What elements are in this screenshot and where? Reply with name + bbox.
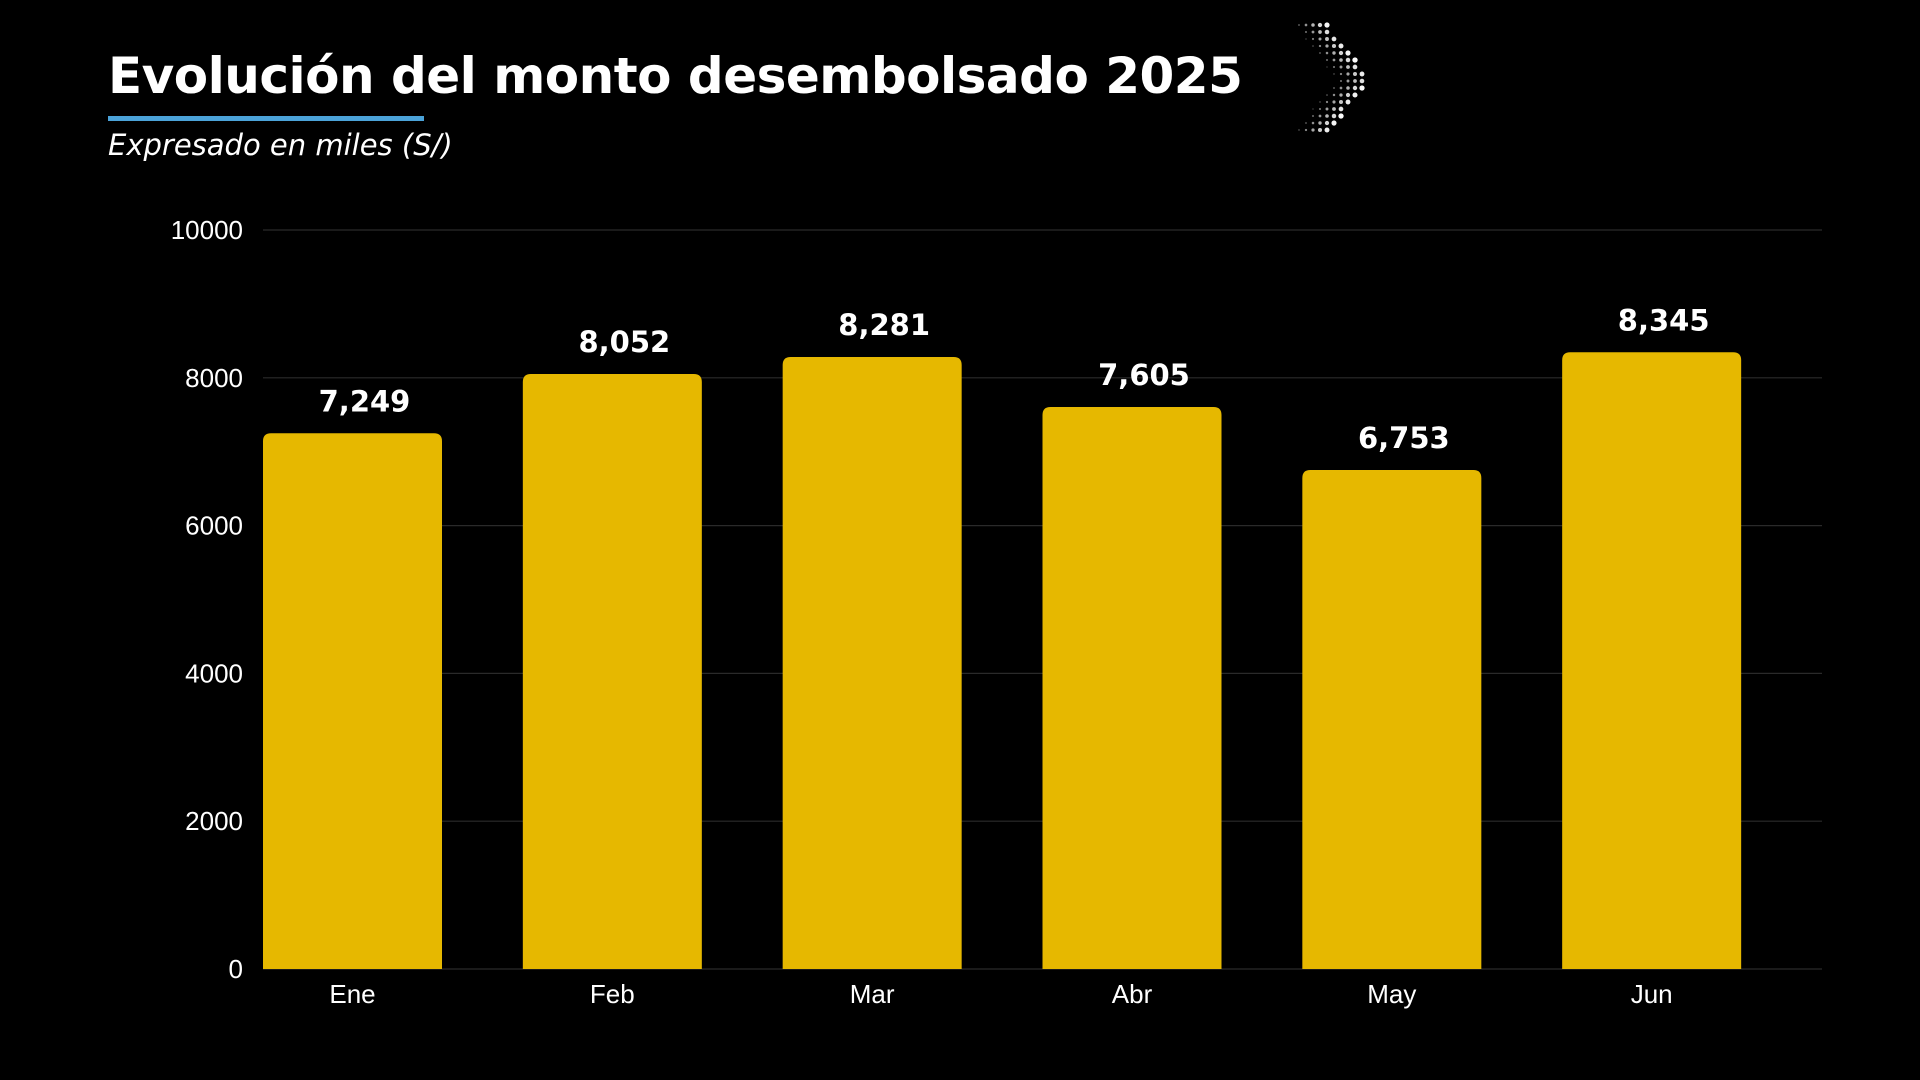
x-tick-label: Jun <box>1631 979 1673 1009</box>
bar-jun <box>1562 352 1742 969</box>
bar-feb <box>522 373 702 969</box>
data-label: 8,052 <box>578 325 670 359</box>
bar-ene <box>263 433 442 969</box>
bar-mar <box>782 357 962 970</box>
x-tick-label: Ene <box>329 979 375 1009</box>
chart-title: Evolución del monto desembolsado 2025 <box>108 47 1243 105</box>
y-tick-label: 0 <box>229 954 243 984</box>
x-tick-label: Feb <box>590 979 635 1009</box>
chart-header: Evolución del monto desembolsado 2025 Ex… <box>108 40 1408 165</box>
y-tick-label: 4000 <box>185 658 243 688</box>
data-label: 8,345 <box>1618 303 1710 337</box>
y-tick-label: 6000 <box>185 511 243 541</box>
data-label: 8,281 <box>838 308 930 342</box>
bar-may <box>1302 469 1482 969</box>
dotted-chevron-right-icon <box>1298 22 1365 133</box>
x-tick-label: Abr <box>1112 979 1153 1009</box>
data-label: 7,249 <box>319 384 411 418</box>
y-tick-label: 10000 <box>171 215 243 245</box>
y-tick-label: 2000 <box>185 806 243 836</box>
data-label: 6,753 <box>1358 421 1450 455</box>
chart-subtitle: Expresado en miles (S/) <box>108 128 453 162</box>
y-tick-label: 8000 <box>185 363 243 393</box>
x-tick-label: May <box>1367 979 1416 1009</box>
title-underline <box>108 116 424 121</box>
data-label: 7,605 <box>1098 358 1190 392</box>
bar-abr <box>1042 406 1222 970</box>
x-tick-label: Mar <box>850 979 895 1009</box>
